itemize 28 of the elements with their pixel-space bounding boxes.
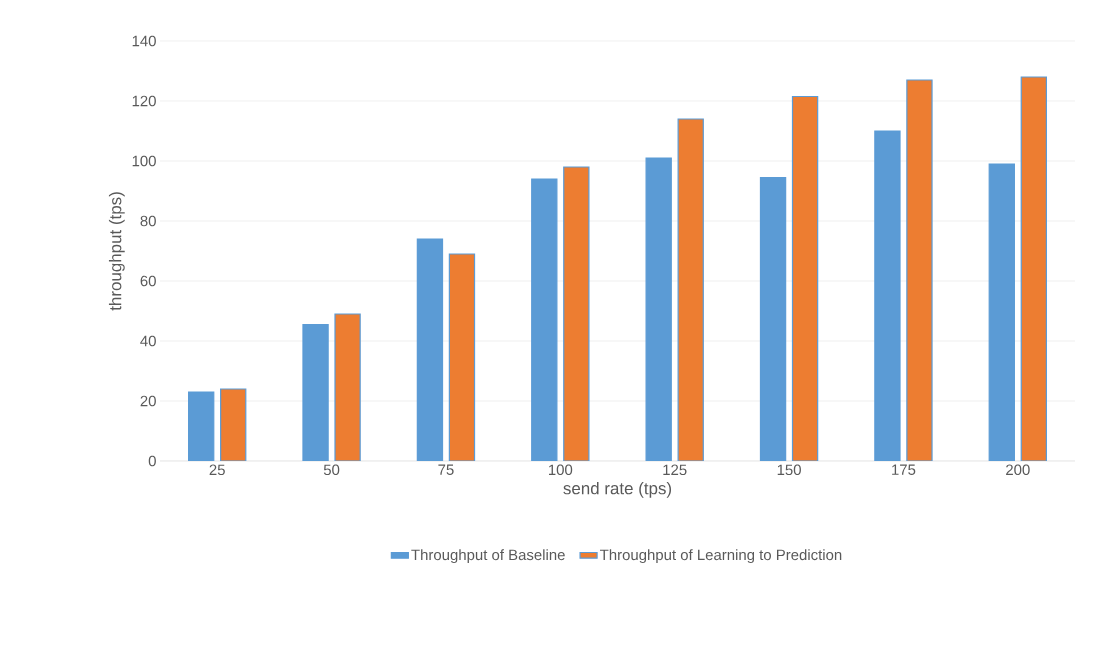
x-tick-label: 25 [209, 464, 225, 476]
bar [448, 253, 476, 461]
bar [1020, 76, 1048, 461]
legend-label: Throughput of Learning to Prediction [600, 549, 842, 564]
y-tick-label: 140 [132, 35, 156, 47]
bar [563, 166, 590, 461]
y-tick-label: 40 [140, 335, 156, 347]
y-tick-label: 80 [140, 215, 156, 227]
x-tick-label: 150 [777, 464, 801, 476]
y-tick-label: 100 [132, 155, 156, 167]
y-tick-label: 20 [140, 395, 156, 407]
y-tick-label: 120 [132, 95, 156, 107]
x-tick-label: 175 [892, 464, 916, 475]
legend-label: Throughput of Baseline [411, 549, 565, 564]
bar [906, 79, 933, 461]
x-tick-label: 200 [1006, 464, 1030, 476]
x-axis-title: send rate (tps) [563, 481, 672, 498]
x-tick-label: 100 [548, 464, 573, 476]
bar [220, 388, 247, 461]
bar [791, 95, 819, 461]
y-tick-label: 60 [140, 275, 156, 287]
bar [334, 313, 361, 461]
x-tick-label: 50 [323, 464, 340, 476]
y-axis-title: throughput (tps) [108, 192, 125, 311]
bar [677, 118, 704, 461]
y-tick-label: 0 [148, 455, 156, 467]
x-tick-label: 75 [438, 464, 454, 475]
x-tick-label: 125 [663, 464, 687, 476]
